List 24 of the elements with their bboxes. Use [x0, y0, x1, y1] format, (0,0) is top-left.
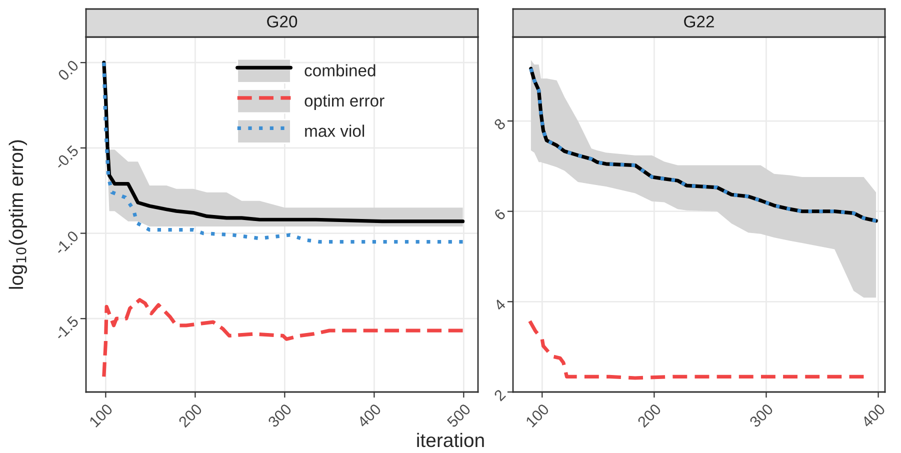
y-tick-label: 6 [493, 208, 506, 221]
legend-label: optim error [304, 94, 384, 110]
chart-title: G22 [684, 16, 714, 28]
x-tick-label: 200 [636, 403, 662, 428]
y-tick-label: -1.0 [54, 230, 80, 256]
y-tick-label: -1.5 [54, 316, 80, 341]
chart-title: G20 [267, 16, 298, 28]
x-tick-label: 300 [748, 403, 774, 428]
y-axis-title: log$_{10}$(optim error) [8, 140, 27, 289]
x-tick-label: 100 [525, 403, 550, 428]
x-tick-label: 100 [88, 403, 114, 428]
y-tick-label: 2 [493, 388, 506, 402]
x-tick-label: 400 [356, 403, 382, 428]
legend-label: combined [304, 64, 376, 76]
y-tick-label: 0.0 [57, 59, 80, 82]
y-tick-label: -0.5 [54, 144, 80, 170]
x-tick-label: 400 [860, 403, 886, 428]
x-tick-label: 200 [178, 403, 203, 428]
x-tick-label: 300 [267, 403, 292, 428]
legend-label: max viol [305, 124, 364, 137]
y-tick-label: 4 [493, 298, 506, 312]
x-tick-label: 500 [446, 403, 472, 428]
y-tick-label: 8 [493, 118, 506, 131]
x-axis-title: iteration [417, 432, 484, 448]
